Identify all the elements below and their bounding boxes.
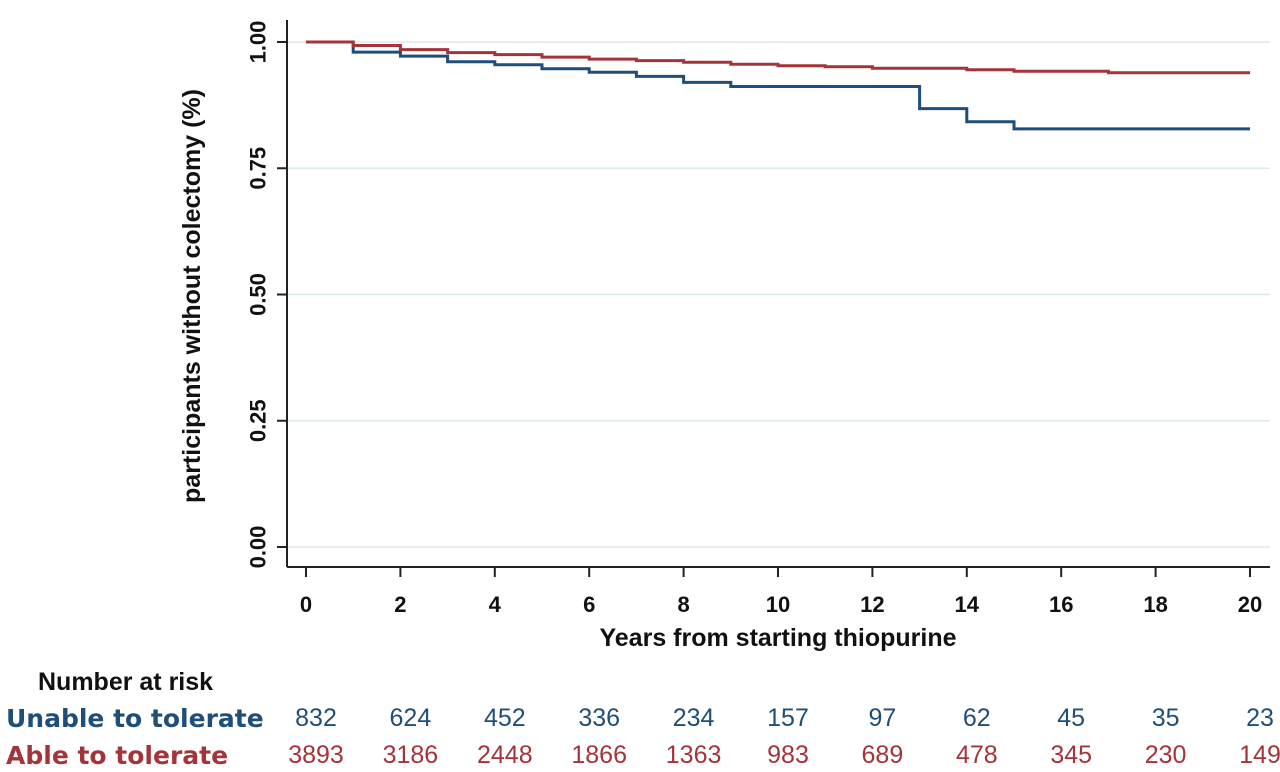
risk-count: 230 bbox=[1144, 741, 1187, 769]
x-tick-label: 12 bbox=[860, 592, 884, 617]
x-tick-label: 20 bbox=[1238, 592, 1262, 617]
km-chart: 0.00 0.25 0.50 0.75 1.00 0 2 4 6 8 10 12 14 16 18 20 Ye… bbox=[178, 20, 1270, 652]
risk-count: 983 bbox=[767, 741, 809, 769]
risk-count: 3893 bbox=[288, 741, 344, 769]
risk-table-title: Number at risk bbox=[38, 668, 214, 696]
x-tick-label: 6 bbox=[583, 592, 595, 617]
x-tick-label: 0 bbox=[300, 592, 312, 617]
x-tick-label: 10 bbox=[766, 592, 790, 617]
risk-count: 149 bbox=[1239, 741, 1280, 769]
series-line-unable bbox=[306, 40, 1250, 131]
risk-count: 452 bbox=[483, 704, 526, 732]
risk-count: 157 bbox=[767, 704, 809, 732]
risk-count: 2448 bbox=[476, 741, 533, 769]
risk-count: 624 bbox=[389, 704, 432, 732]
y-axis-title: participants without colectomy (%) bbox=[178, 89, 206, 503]
x-tick-label: 2 bbox=[394, 592, 406, 617]
y-tick-label: 0.75 bbox=[246, 147, 271, 190]
y-tick-label: 0.00 bbox=[246, 526, 271, 569]
risk-count: 478 bbox=[955, 741, 998, 769]
y-tick-label: 0.50 bbox=[246, 273, 271, 316]
risk-count: 832 bbox=[295, 704, 337, 732]
y-tick-label: 0.25 bbox=[246, 399, 271, 442]
risk-count: 45 bbox=[1057, 704, 1086, 732]
risk-count: 689 bbox=[861, 741, 904, 769]
risk-row-unable: Unable to tolerate 832 624 452 336 234 157 97 6… bbox=[0, 704, 1280, 734]
grid-lines bbox=[287, 41, 1270, 548]
series-line-able bbox=[306, 40, 1250, 75]
risk-count: 97 bbox=[868, 704, 897, 732]
risk-count: 3186 bbox=[382, 741, 439, 769]
risk-row-able: Able to tolerate 3893 3186 2448 1866 1363 983… bbox=[0, 741, 1280, 771]
x-axis-title: Years from starting thiopurine bbox=[599, 624, 956, 652]
risk-count: 1363 bbox=[665, 741, 722, 769]
x-tick-label: 8 bbox=[677, 592, 689, 617]
risk-count: 1866 bbox=[571, 741, 627, 769]
risk-count: 35 bbox=[1151, 704, 1180, 732]
x-tick-label: 4 bbox=[489, 592, 502, 617]
risk-count: 345 bbox=[1050, 741, 1093, 769]
risk-count: 336 bbox=[578, 704, 621, 732]
axes bbox=[277, 20, 1270, 577]
x-tick-label: 18 bbox=[1143, 592, 1167, 617]
tick-labels: 0.00 0.25 0.50 0.75 1.00 0 2 4 6 8 10 12 14 16 18 20 bbox=[246, 21, 1263, 617]
x-tick-label: 16 bbox=[1049, 592, 1073, 617]
risk-label-able: Able to tolerate bbox=[6, 741, 229, 770]
y-tick-label: 1.00 bbox=[246, 21, 271, 64]
series-lines bbox=[306, 40, 1250, 131]
x-tick-label: 14 bbox=[955, 592, 980, 617]
risk-count: 234 bbox=[672, 704, 715, 732]
risk-label-unable: Unable to tolerate bbox=[6, 704, 264, 733]
risk-count: 62 bbox=[962, 704, 991, 732]
risk-count: 23 bbox=[1246, 704, 1274, 732]
